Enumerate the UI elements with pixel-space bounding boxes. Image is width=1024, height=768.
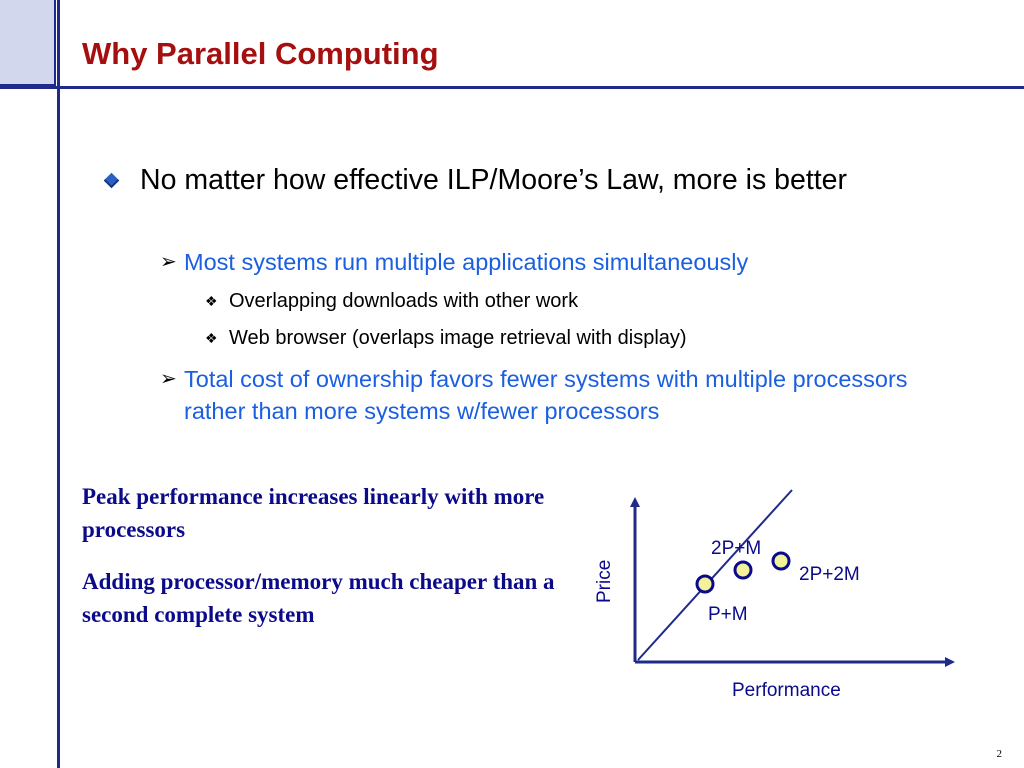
sub-bullet-1-text: Most systems run multiple applications s… xyxy=(184,249,749,275)
label-p-m: P+M xyxy=(708,604,748,625)
page-number: 2 xyxy=(996,748,1003,760)
y-axis-label: Price xyxy=(594,560,615,603)
price-performance-diagram: P+M 2P+M 2P+2M Performance Price xyxy=(594,489,955,701)
vertical-rule xyxy=(57,0,60,768)
diamond-bullet-icon xyxy=(103,172,120,189)
label-2p-m: 2P+M xyxy=(711,538,761,559)
point-2p-2m xyxy=(771,551,791,571)
sub-bullet-2-text: Total cost of ownership favors fewer sys… xyxy=(184,366,908,424)
sub-bullet-1: ➢ Most systems run multiple applications… xyxy=(160,246,940,278)
main-bullet-text: No matter how effective ILP/Moore’s Law,… xyxy=(140,164,848,196)
main-bullet: No matter how effective ILP/Moore’s Law,… xyxy=(100,160,920,200)
point-p-m xyxy=(695,574,715,594)
arrow-bullet-icon: ➢ xyxy=(160,368,177,390)
note-cheaper-system: Adding processor/memory much cheaper tha… xyxy=(82,569,555,627)
corner-decoration xyxy=(0,0,56,86)
sub-bullet-2: ➢ Total cost of ownership favors fewer s… xyxy=(160,363,940,427)
point-2p-m xyxy=(733,560,753,580)
arrow-bullet-icon: ➢ xyxy=(160,251,177,273)
label-2p-2m: 2P+2M xyxy=(799,564,860,585)
list-item-text: Overlapping downloads with other work xyxy=(229,290,579,312)
list-item: ❖ Web browser (overlaps image retrieval … xyxy=(205,323,905,353)
list-item: ❖ Overlapping downloads with other work xyxy=(205,286,905,316)
star-bullet-icon: ❖ xyxy=(205,293,218,309)
list-item-text: Web browser (overlaps image retrieval wi… xyxy=(229,327,687,349)
horizontal-rule xyxy=(0,86,1024,89)
linear-trend-line xyxy=(637,489,793,661)
note-linear-performance: Peak performance increases linearly with… xyxy=(82,484,545,542)
slide-title: Why Parallel Computing xyxy=(82,36,439,71)
x-axis-label: Performance xyxy=(732,680,841,701)
star-bullet-icon: ❖ xyxy=(205,330,218,346)
